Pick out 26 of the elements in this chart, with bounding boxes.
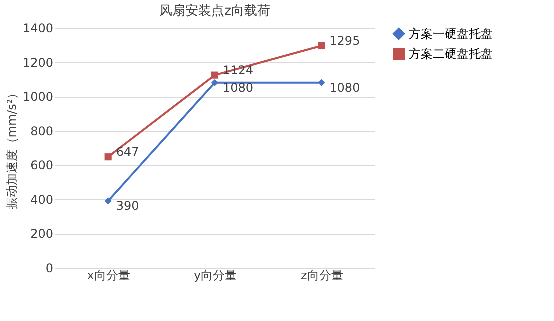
y-tick-label: 600 [30,158,54,173]
data-label: 1295 [330,34,360,48]
legend-label: 方案二硬盘托盘 [409,47,493,61]
point [211,72,219,79]
point [318,42,326,50]
point [104,198,112,205]
data-label: 647 [116,145,140,160]
y-axis-title: 振动加速度（mm/s²） [4,87,19,210]
y-tick-label: 0 [46,262,54,276]
point [318,79,326,86]
y-tick-label: 200 [30,227,54,242]
chart-title: 风扇安装点z向载荷 [160,3,270,19]
y-tick-label: 1000 [22,90,54,104]
y-tick-label: 1400 [22,22,54,36]
point [104,154,112,161]
x-tick-label: x向分量 [87,268,130,282]
x-tick-label: y向分量 [194,268,238,282]
y-tick-label: 800 [30,124,54,138]
x-tick-label: z向分量 [301,268,344,282]
y-tick-label: 1200 [22,56,54,70]
y-tick-label: 400 [30,192,54,207]
point [211,79,219,86]
legend-label: 方案一硬盘托盘 [409,27,493,41]
data-label: 390 [116,199,140,214]
data-label: 1080 [330,80,360,95]
data-label: 1080 [223,80,254,95]
